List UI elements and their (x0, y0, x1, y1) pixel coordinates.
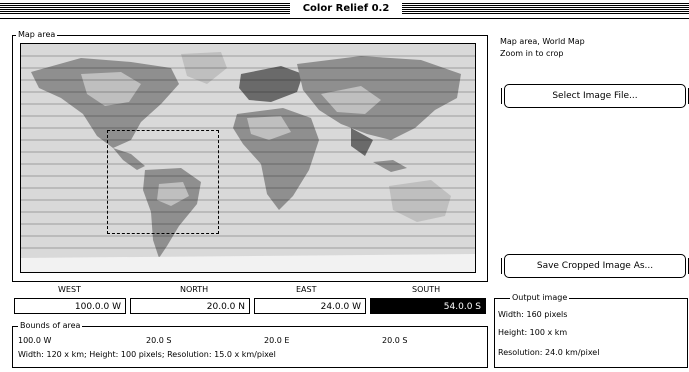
map-group-label: Map area (16, 30, 58, 39)
side-info-line1: Map area, World Map (500, 37, 585, 46)
output-group-frame (494, 298, 688, 368)
bounds-group-frame (12, 326, 488, 368)
world-map[interactable] (20, 43, 476, 273)
west-field[interactable]: 100.0.0 W (14, 298, 126, 314)
save-cropped-image-button[interactable]: Save Cropped Image As... (501, 254, 689, 278)
west-label: WEST (58, 285, 81, 294)
south-label: SOUTH (412, 285, 441, 294)
side-info-line2: Zoom in to crop (500, 49, 564, 58)
window-title: Color Relief 0.2 (290, 1, 402, 16)
crop-selection-rect[interactable] (107, 130, 219, 234)
north-label: NORTH (180, 285, 209, 294)
select-image-button[interactable]: Select Image File... (501, 84, 689, 108)
output-group-label: Output image (510, 293, 570, 302)
bounds-summary: Width: 120 x km; Height: 100 pixels; Res… (18, 350, 276, 359)
world-map-image (21, 44, 475, 272)
east-label: EAST (296, 285, 317, 294)
map-group-frame (12, 35, 488, 282)
bounds-group-label: Bounds of area (18, 321, 83, 330)
bounds-corner-4: 20.0 S (382, 336, 408, 345)
east-field[interactable]: 24.0.0 W (254, 298, 366, 314)
north-field[interactable]: 20.0.0 N (130, 298, 250, 314)
bounds-corner-3: 20.0 E (264, 336, 290, 345)
output-height: Height: 100 x km (498, 328, 568, 337)
output-width: Width: 160 pixels (498, 310, 568, 319)
title-bar[interactable]: Color Relief 0.2 (0, 0, 689, 19)
bounds-corner-1: 100.0 W (18, 336, 52, 345)
south-field[interactable]: 54.0.0 S (370, 298, 486, 314)
bounds-corner-2: 20.0 S (146, 336, 172, 345)
output-resolution: Resolution: 24.0 km/pixel (498, 348, 600, 357)
